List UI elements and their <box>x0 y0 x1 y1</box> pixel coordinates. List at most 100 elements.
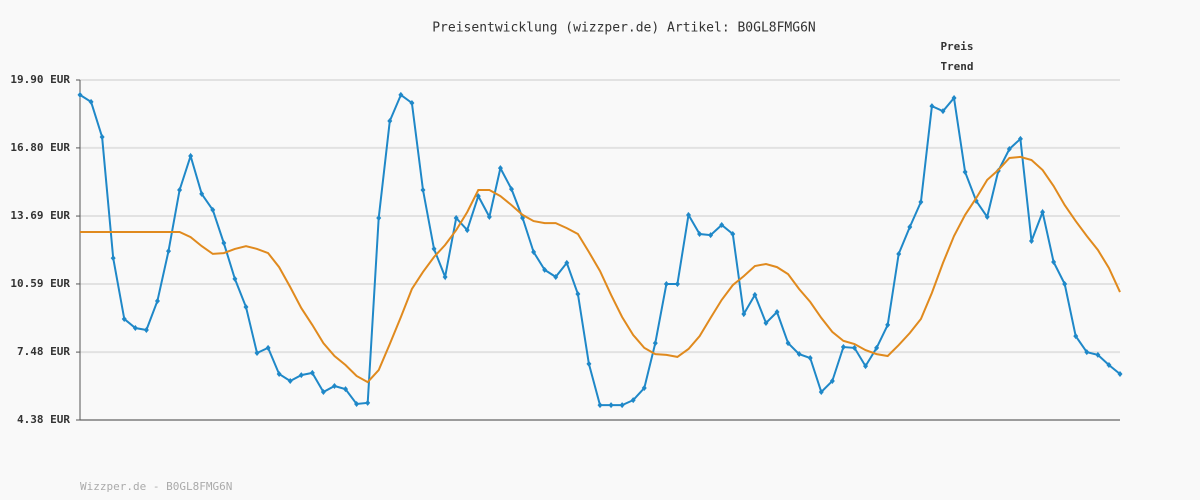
point-marker <box>774 308 780 315</box>
point-marker <box>719 222 725 229</box>
point-marker <box>619 402 625 409</box>
y-tick-label: 16.80 EUR <box>10 141 70 154</box>
point-marker <box>1040 209 1046 216</box>
series-line <box>79 93 1121 407</box>
point-marker <box>752 291 758 298</box>
point-marker <box>962 169 968 176</box>
series-line <box>80 155 1121 384</box>
point-marker <box>287 378 293 385</box>
point-marker <box>254 349 260 356</box>
point-marker <box>1028 238 1034 245</box>
point-marker <box>929 103 935 110</box>
point-marker <box>1084 349 1090 356</box>
point-marker <box>199 190 205 197</box>
point-marker <box>188 153 194 160</box>
point-marker <box>763 319 769 326</box>
point-marker <box>442 273 448 280</box>
point-marker <box>132 324 138 331</box>
point-marker <box>464 227 470 234</box>
point-marker <box>851 344 857 351</box>
point-marker <box>1095 351 1101 358</box>
point-marker <box>807 355 813 362</box>
point-marker <box>409 100 415 107</box>
legend-entry: Preis <box>940 40 973 53</box>
point-marker <box>1051 259 1057 266</box>
point-marker <box>121 316 127 323</box>
point-marker <box>298 372 304 379</box>
point-marker <box>885 321 891 328</box>
point-marker <box>210 206 216 213</box>
point-marker <box>77 91 83 98</box>
point-marker <box>907 223 913 230</box>
y-tick-label: 10.59 EUR <box>10 277 70 290</box>
point-marker <box>1062 280 1068 287</box>
point-marker <box>796 351 802 358</box>
point-marker <box>951 94 957 101</box>
chart-title: Preisentwicklung (wizzper.de) Artikel: B… <box>432 21 816 36</box>
point-marker <box>542 266 548 273</box>
point-marker <box>1006 146 1012 153</box>
point-marker <box>863 363 869 370</box>
point-marker <box>1106 362 1112 369</box>
point-marker <box>940 108 946 115</box>
point-marker <box>276 370 282 377</box>
point-marker <box>818 388 824 395</box>
point-marker <box>320 388 326 395</box>
point-marker <box>99 133 105 140</box>
point-marker <box>608 402 614 409</box>
point-marker <box>166 248 172 255</box>
point-marker <box>918 199 924 206</box>
point-marker <box>232 275 238 282</box>
point-marker <box>597 402 603 409</box>
point-marker <box>641 385 647 392</box>
point-marker <box>387 117 393 124</box>
point-marker <box>420 186 426 193</box>
point-marker <box>88 98 94 105</box>
point-marker <box>674 280 680 287</box>
y-tick-label: 19.90 EUR <box>10 73 70 86</box>
point-marker <box>243 303 249 310</box>
point-marker <box>497 165 503 172</box>
point-marker <box>143 326 149 333</box>
point-marker <box>1017 135 1023 142</box>
point-marker <box>741 310 747 317</box>
point-marker <box>531 248 537 255</box>
footer: Wizzper.de - B0GL8FMG6N <box>80 480 232 493</box>
point-marker <box>508 186 514 193</box>
point-marker <box>365 399 371 406</box>
point-marker <box>896 250 902 257</box>
y-tick-label: 13.69 EUR <box>10 209 70 222</box>
point-marker <box>984 213 990 220</box>
point-marker <box>331 383 337 390</box>
point-marker <box>309 369 315 376</box>
point-marker <box>730 231 736 238</box>
point-marker <box>376 215 382 222</box>
point-marker <box>453 215 459 222</box>
point-marker <box>829 378 835 385</box>
point-marker <box>874 344 880 351</box>
point-marker <box>686 211 692 218</box>
point-marker <box>697 231 703 238</box>
point-marker <box>177 186 183 193</box>
point-marker <box>1073 333 1079 340</box>
point-marker <box>265 344 271 351</box>
point-marker <box>431 245 437 252</box>
point-marker <box>398 91 404 98</box>
point-marker <box>630 397 636 404</box>
point-marker <box>354 401 360 408</box>
point-marker <box>486 213 492 220</box>
point-marker <box>575 291 581 298</box>
point-marker <box>110 255 116 262</box>
point-marker <box>154 298 160 305</box>
point-marker <box>586 360 592 367</box>
point-marker <box>708 232 714 239</box>
y-tick-label: 7.48 EUR <box>17 345 70 358</box>
point-marker <box>564 259 570 266</box>
point-marker <box>343 386 349 393</box>
point-marker <box>652 340 658 347</box>
point-marker <box>785 340 791 347</box>
point-marker <box>663 280 669 287</box>
point-marker <box>553 273 559 280</box>
legend-entry: Trend <box>940 60 973 73</box>
